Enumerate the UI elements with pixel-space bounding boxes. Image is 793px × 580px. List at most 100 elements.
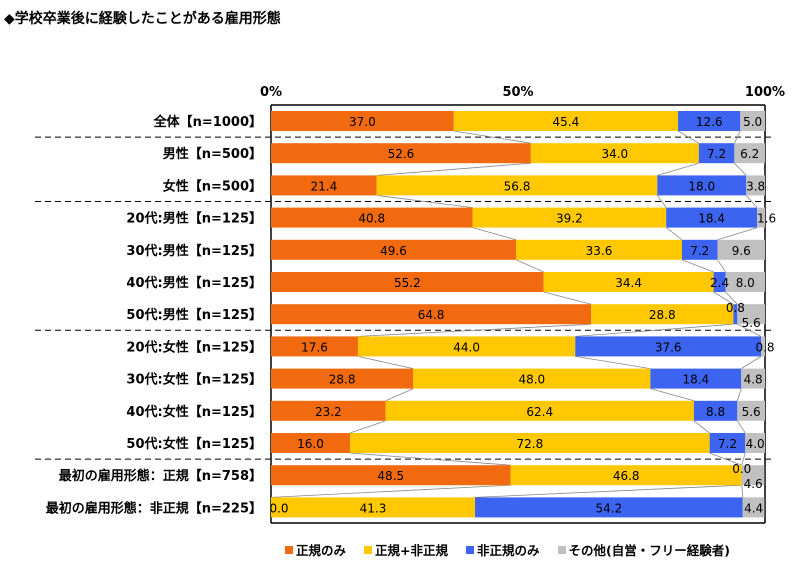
connector-line <box>357 356 414 369</box>
data-label: 40.8 <box>358 212 385 226</box>
bar-segment <box>510 465 742 486</box>
data-label: 48.0 <box>518 373 545 387</box>
bar-segment <box>741 368 765 389</box>
category-label: 最初の雇用形態：非正規【n=225】 <box>46 500 262 516</box>
bar-segment <box>543 272 714 292</box>
data-label: 7.2 <box>690 244 709 258</box>
connector-line <box>376 162 531 176</box>
connector-line <box>737 420 746 434</box>
category-label: 全体【n=1000】 <box>153 114 262 130</box>
data-label: 5.6 <box>742 405 761 419</box>
connector-line <box>665 227 683 241</box>
bar-segment <box>453 111 679 131</box>
data-label: 55.2 <box>394 276 421 290</box>
connector-line <box>709 452 742 466</box>
connector-line <box>725 291 738 305</box>
bar-segment <box>385 400 694 421</box>
x-tick-label: 100% <box>745 85 785 100</box>
connector-line <box>575 356 651 369</box>
data-label: 0.8 <box>755 340 774 354</box>
x-tick-label: 50% <box>502 85 533 100</box>
bar-segment <box>717 239 765 260</box>
legend-label: 非正規のみ <box>477 543 540 558</box>
bar-segment <box>271 175 377 196</box>
bar-segment <box>530 143 699 164</box>
bar-segment <box>357 336 576 357</box>
connector-line <box>453 130 531 144</box>
connector-line <box>693 420 710 434</box>
connector-line <box>472 227 517 241</box>
data-label: 48.5 <box>377 469 404 483</box>
connector-line <box>734 130 741 144</box>
bar-segment <box>271 497 476 518</box>
connector-line <box>543 291 592 305</box>
connector-line <box>650 388 694 402</box>
data-label: 28.8 <box>649 308 676 322</box>
bar-segment <box>745 433 765 453</box>
connector-line <box>515 259 544 273</box>
x-tick-label: 0% <box>260 85 282 100</box>
data-label: 37.6 <box>655 340 682 354</box>
connector-line <box>657 162 699 176</box>
bar-segment <box>271 272 544 292</box>
category-label: 50代:男性【n=125】 <box>126 307 262 323</box>
data-label: 2.4 <box>710 276 729 290</box>
connector-line <box>713 291 734 305</box>
bar-segment <box>350 433 710 453</box>
data-label: 0.0 <box>269 501 288 515</box>
connector-line <box>475 484 742 498</box>
data-label: 3.8 <box>746 179 765 193</box>
data-label: 52.6 <box>388 147 415 161</box>
legend-item: 正規+非正規 <box>364 540 448 559</box>
bar-segment <box>733 304 738 325</box>
bar-segment <box>682 239 718 260</box>
category-label: 30代:女性【n=125】 <box>126 372 262 388</box>
data-label: 1.6 <box>757 212 776 226</box>
data-label: 4.6 <box>744 477 763 491</box>
data-label: 41.3 <box>360 501 387 515</box>
data-label: 5.0 <box>743 115 762 129</box>
legend-swatch <box>285 545 293 554</box>
bar-segment <box>271 207 473 228</box>
legend-label: 正規のみ <box>296 543 347 558</box>
bar-segment <box>737 304 765 325</box>
bar-segment <box>734 143 765 164</box>
bar-segment <box>740 111 765 131</box>
data-label: 4.8 <box>744 373 763 387</box>
bar-segment <box>678 111 741 131</box>
legend-swatch <box>557 545 566 554</box>
bar-segment <box>650 368 742 389</box>
connector-line <box>270 484 511 498</box>
data-label: 8.8 <box>706 405 725 419</box>
data-label: 12.6 <box>696 115 723 129</box>
data-label: 0.0 <box>732 462 751 476</box>
bar-segment <box>666 207 758 228</box>
bar-segment <box>271 465 511 486</box>
data-label: 64.8 <box>418 308 445 322</box>
connector-line <box>734 162 747 176</box>
bar-segment <box>271 304 592 325</box>
data-label: 34.4 <box>615 276 642 290</box>
bar-segment <box>271 336 358 357</box>
data-label: 18.4 <box>698 212 725 226</box>
data-label: 72.8 <box>516 437 543 451</box>
data-label: 7.2 <box>718 437 737 451</box>
bar-segment <box>693 400 738 421</box>
bar-segment <box>761 336 765 357</box>
chart-title: ◆学校卒業後に経験したことがある雇用形態 <box>4 11 281 27</box>
data-label: 33.6 <box>586 244 613 258</box>
data-label: 21.4 <box>310 179 337 193</box>
connector-line <box>350 452 511 466</box>
connector-line <box>737 323 762 337</box>
legend-item: その他(自営・フリー経験者) <box>557 540 730 559</box>
data-label: 34.0 <box>601 147 628 161</box>
bar-segment <box>475 497 743 518</box>
bar-segment <box>271 239 517 260</box>
data-label: 18.4 <box>682 373 709 387</box>
bar-segment <box>698 143 735 164</box>
data-label: 23.2 <box>315 405 342 419</box>
bar-segment <box>271 111 454 131</box>
data-label: 49.6 <box>380 244 407 258</box>
data-label: 44.0 <box>453 340 480 354</box>
bar-segment <box>271 400 386 421</box>
